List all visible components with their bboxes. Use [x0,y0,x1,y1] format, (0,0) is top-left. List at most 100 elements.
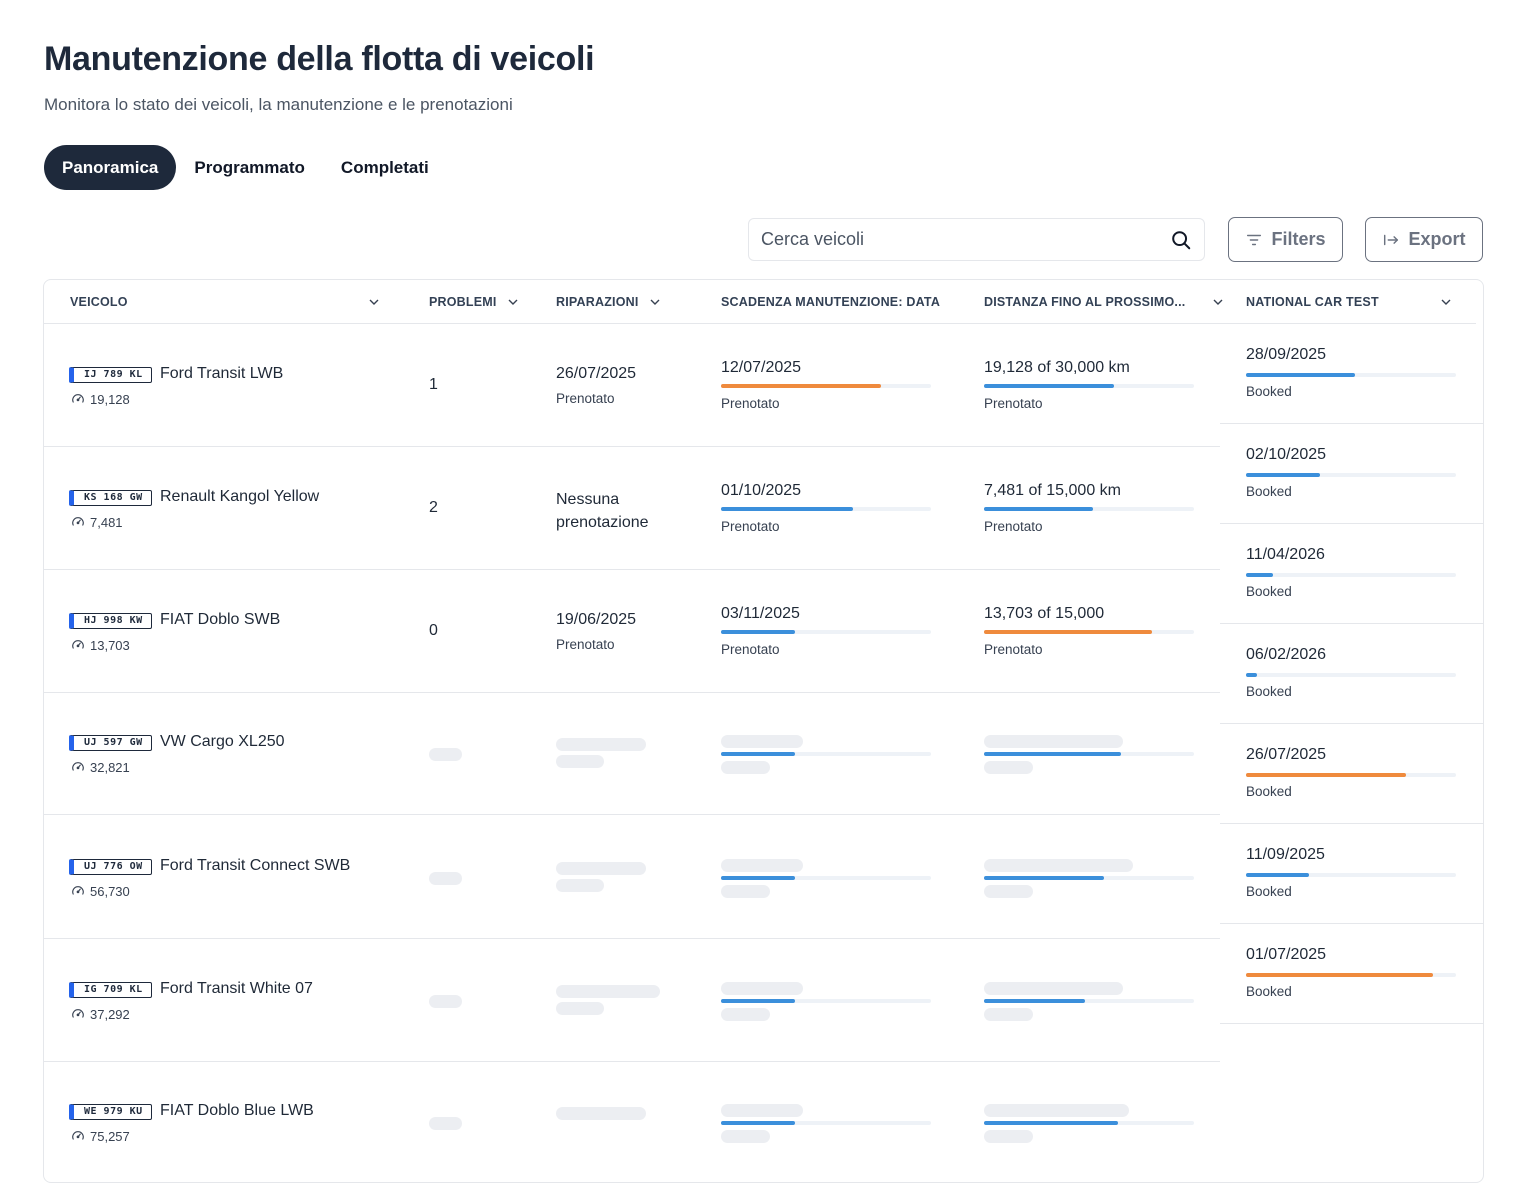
table-row[interactable]: IG 709 KL Ford Transit White 07 37,292 [44,939,1220,1062]
due-progress-fill [721,506,854,511]
vehicle-name[interactable]: FIAT Doblo Blue LWB [160,1101,314,1119]
odometer-value: 32,821 [90,759,130,775]
table-row[interactable]: UJ 776 OW Ford Transit Connect SWB 56,730 [44,816,1220,939]
nct-cell[interactable]: 02/10/2025 Booked [1220,424,1483,524]
nct-progress-fill [1246,673,1257,677]
repair-date: 26/07/2025 [556,364,637,382]
odometer: 13,703 [71,638,130,653]
table-row[interactable]: HJ 998 KW FIAT Doblo SWB 13,703 0 19/06/2025… [44,570,1220,693]
nct-status: Booked [1246,584,1292,599]
row-divider [44,938,1220,939]
nct-cell[interactable]: 01/07/2025 Booked [1220,924,1483,1024]
row-divider [44,814,1220,815]
vehicle-name[interactable]: Ford Transit Connect SWB [160,856,351,874]
due-progress-fill [721,998,795,1003]
due-progress-fill [721,1120,795,1125]
column-header-nct-label: NATIONAL CAR TEST [1246,295,1379,309]
column-header-distance[interactable]: DISTANZA FINO AL PROSSIMO... [984,280,1224,324]
export-label: Export [1408,229,1466,249]
nct-divider [1220,523,1483,524]
distance-value: 13,703 of 15,000 [984,604,1105,622]
distance-progress-bar [984,751,1194,756]
nct-cell[interactable]: 11/09/2025 Booked [1220,824,1483,924]
skeleton-repair-line [556,754,604,768]
search-input[interactable] [761,229,1170,250]
column-header-vehicle[interactable]: VEICOLO [70,280,380,324]
nct-progress-fill [1246,473,1320,477]
odometer-value: 75,257 [90,1128,130,1144]
distance-status: Prenotato [984,518,1043,534]
skeleton-distance-status [984,760,1033,774]
skeleton-distance-status [984,884,1033,898]
due-status: Prenotato [721,395,780,411]
due-progress-fill [721,629,795,634]
tab-programmato[interactable]: Programmato [194,157,305,177]
nct-cell[interactable]: 11/04/2026 Booked [1220,524,1483,624]
due-status: Prenotato [721,641,780,657]
odometer: 56,730 [71,884,130,899]
tab-completati[interactable]: Completati [340,157,429,177]
skeleton-due-status [721,884,770,898]
nct-cell[interactable]: 06/02/2026 Booked [1220,624,1483,724]
skeleton-repair-line [556,737,646,751]
column-header-problems[interactable]: PROBLEMI [429,280,519,324]
filters-button[interactable]: Filters [1228,217,1343,262]
nct-cell[interactable]: 28/09/2025 Booked [1220,324,1483,424]
distance-progress-fill [984,506,1094,511]
nct-divider [1220,923,1483,924]
repair-status: Prenotato [556,636,615,652]
nct-cell[interactable]: 26/07/2025 Booked [1220,724,1483,824]
nct-progress-bar [1246,473,1456,477]
table-row[interactable]: UJ 597 GW VW Cargo XL250 32,821 [44,692,1220,815]
distance-progress-bar [984,629,1194,634]
nct-divider [1220,1023,1483,1024]
nct-progress-fill [1246,373,1356,377]
nct-date: 02/10/2025 [1246,446,1327,463]
fleet-table: VEICOLO PROBLEMI RIPARAZIONI SCADENZA MA… [43,279,1484,1183]
distance-progress-fill [984,629,1152,634]
column-header-nct[interactable]: NATIONAL CAR TEST [1246,280,1452,324]
column-header-distance-label: DISTANZA FINO AL PROSSIMO... [984,295,1186,309]
distance-progress-bar [984,506,1194,511]
distance-value: 19,128 of 30,000 km [984,358,1130,376]
table-row[interactable]: IJ 789 KL Ford Transit LWB 19,128 1 26/07/20… [44,324,1220,447]
vehicle-name[interactable]: Ford Transit LWB [160,364,284,382]
odometer-value: 7,481 [90,514,123,530]
search-icon[interactable] [1170,229,1192,251]
distance-progress-bar [984,383,1194,388]
nct-status: Booked [1246,784,1292,799]
nct-date: 11/09/2025 [1246,846,1325,863]
chevron-down-icon [1441,299,1451,305]
chevron-down-icon [508,299,518,305]
license-plate: KS 168 GW [69,489,152,506]
column-header-repairs[interactable]: RIPARAZIONI [556,280,661,324]
row-divider [44,446,1220,447]
odometer-value: 56,730 [90,883,130,899]
odometer: 75,257 [71,1129,130,1144]
skeleton-repair-line [556,861,646,875]
table-row[interactable]: WE 979 KU FIAT Doblo Blue LWB 75,257 [44,1061,1220,1182]
repair-date: 19/06/2025 [556,610,637,628]
filters-label: Filters [1271,229,1326,249]
column-header-due-date[interactable]: SCADENZA MANUTENZIONE: DATA [721,280,940,324]
table-row[interactable]: KS 168 GW Renault Kangol Yellow 7,481 2 Ness… [44,447,1220,570]
nct-date: 01/07/2025 [1246,946,1327,963]
row-divider [44,569,1220,570]
nct-status: Booked [1246,384,1292,399]
skeleton-distance [984,1103,1129,1117]
odometer-value: 19,128 [90,391,130,407]
problems-count: 1 [429,375,438,393]
row-divider [44,1061,1220,1062]
vehicle-name[interactable]: FIAT Doblo SWB [160,610,281,628]
skeleton-distance [984,981,1123,995]
tab-panoramica[interactable]: Panoramica [44,145,177,190]
skeleton-distance [984,858,1133,872]
vehicle-name[interactable]: Renault Kangol Yellow [160,487,320,505]
distance-progress-fill [984,383,1115,388]
due-date: 12/07/2025 [721,358,802,376]
export-button[interactable]: Export [1365,217,1483,262]
vehicle-name[interactable]: VW Cargo XL250 [160,732,285,750]
nct-progress-bar [1246,673,1456,677]
vehicle-name[interactable]: Ford Transit White 07 [160,979,313,997]
skeleton-problems [429,747,462,761]
